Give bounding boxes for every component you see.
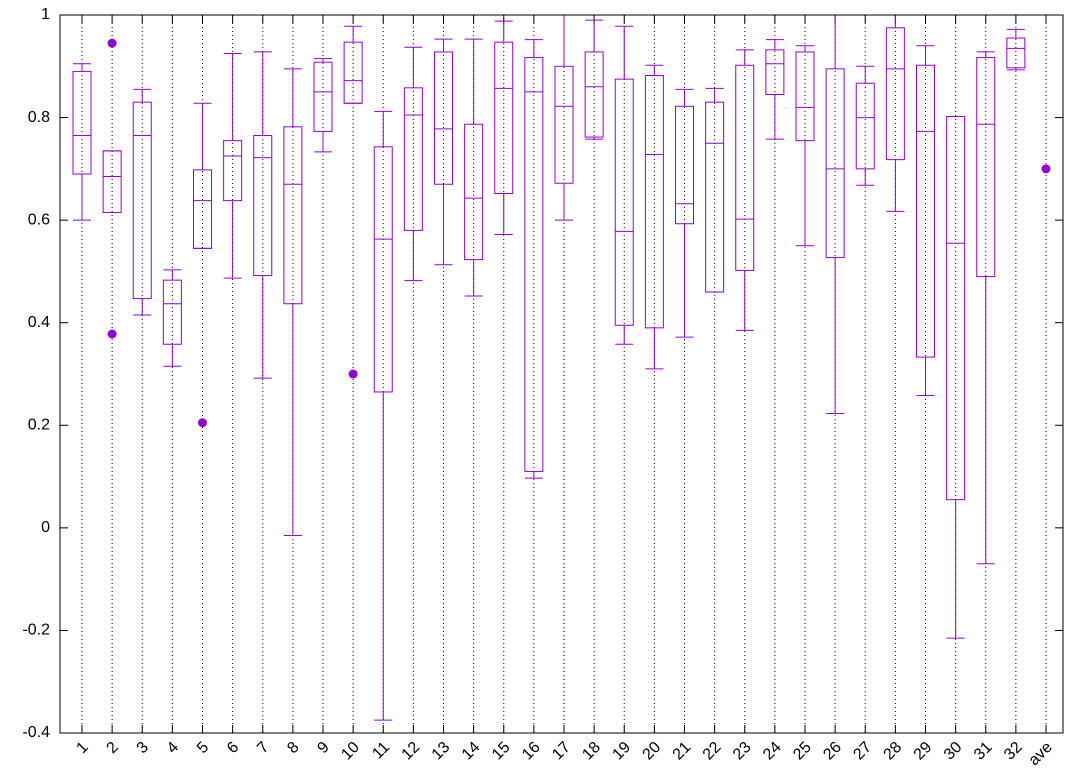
x-tick-label: 17 (549, 739, 574, 764)
x-tick-label: 11 (369, 739, 393, 763)
point (107, 329, 117, 339)
box (464, 123, 484, 261)
box (644, 75, 664, 329)
x-tick-label: 23 (730, 739, 755, 764)
x-tick-label: 22 (700, 739, 725, 764)
box (825, 68, 845, 259)
box (313, 61, 333, 132)
box (765, 49, 785, 95)
box (494, 41, 514, 194)
x-tick-label: 13 (429, 739, 454, 764)
x-tick-label: 16 (519, 739, 544, 764)
x-tick-label: 1 (73, 739, 91, 757)
x-tick-label: ave (1026, 739, 1056, 769)
box (403, 87, 423, 231)
x-tick-label: 25 (790, 739, 815, 764)
plot-frame (59, 14, 1064, 734)
point (348, 369, 358, 379)
y-tick-label: 0.6 (28, 211, 50, 228)
box (283, 126, 303, 305)
box (72, 70, 92, 175)
box (1006, 37, 1026, 69)
y-tick-label: 0.2 (28, 417, 50, 434)
x-tick-label: 15 (489, 739, 514, 764)
box (223, 140, 243, 202)
box (132, 101, 152, 300)
y-tick-label: -0.4 (22, 724, 50, 741)
box (976, 57, 996, 278)
x-tick-label: 12 (399, 739, 424, 764)
y-tick-label: -0.2 (22, 622, 50, 639)
x-tick-label: 14 (459, 739, 484, 764)
x-tick-label: 6 (224, 739, 242, 757)
x-tick-label: 3 (134, 739, 152, 757)
box (434, 51, 453, 185)
box (373, 146, 393, 393)
box (584, 51, 604, 138)
x-tick-label: 18 (579, 739, 604, 764)
y-tick-label: 0.4 (28, 314, 50, 331)
point (107, 38, 117, 48)
box (885, 27, 905, 161)
x-tick-label: 26 (820, 739, 845, 764)
box (193, 169, 212, 249)
box (343, 41, 363, 104)
x-tick-label: 29 (911, 739, 936, 764)
y-tick-label: 0 (41, 519, 50, 536)
x-tick-label: 30 (941, 739, 966, 764)
x-tick-label: 19 (609, 739, 634, 764)
box (554, 65, 574, 184)
y-tick-label: 0.8 (28, 109, 50, 126)
x-tick-label: 4 (164, 739, 182, 757)
box (916, 64, 935, 358)
box (735, 64, 755, 271)
box (162, 279, 182, 345)
x-tick-label: 10 (338, 739, 363, 764)
x-tick-label: 21 (670, 739, 695, 764)
box (253, 135, 273, 277)
box (614, 78, 634, 326)
box (675, 105, 694, 225)
x-tick-label: 28 (881, 739, 906, 764)
x-tick-label: 7 (254, 739, 272, 757)
box (795, 51, 815, 142)
x-tick-label: 31 (971, 739, 996, 764)
box (524, 57, 544, 472)
x-tick-label: 9 (314, 739, 332, 757)
box (705, 101, 725, 293)
x-tick-label: 2 (104, 739, 122, 757)
box (102, 150, 122, 213)
point (198, 418, 207, 428)
box (855, 82, 875, 170)
box (946, 116, 966, 501)
x-tick-label: 27 (850, 739, 875, 764)
y-tick-label: 1 (41, 6, 50, 23)
x-tick-label: 5 (194, 739, 212, 757)
x-tick-label: 32 (1001, 739, 1026, 764)
x-tick-label: 20 (640, 739, 665, 764)
x-tick-label: 8 (284, 739, 302, 757)
x-tick-label: 24 (760, 739, 785, 764)
point (1041, 164, 1051, 174)
